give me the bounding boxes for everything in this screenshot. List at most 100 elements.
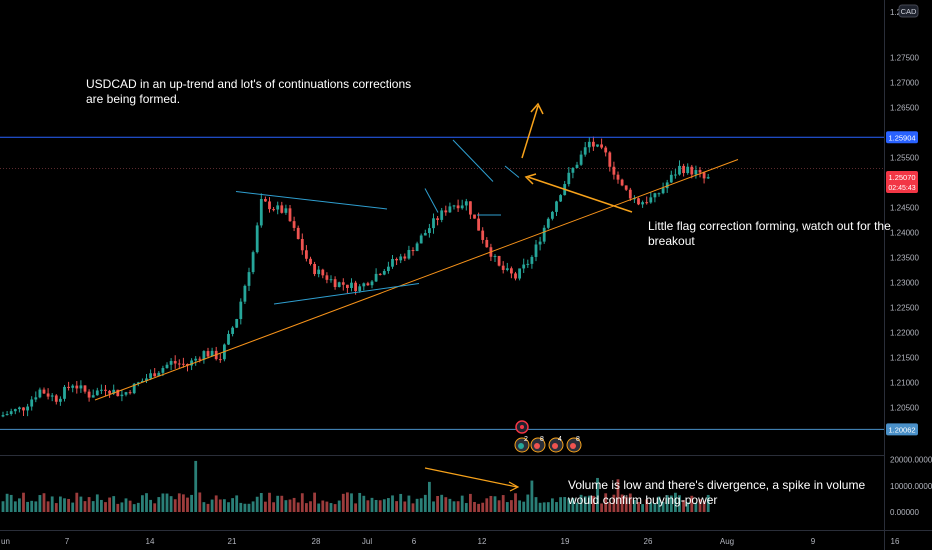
price-tick-8: 1.22500 [890, 304, 919, 313]
candle-body [419, 235, 423, 244]
candle-body [436, 218, 439, 220]
candle-body [50, 395, 54, 397]
volume-bar [145, 493, 148, 512]
volume-tick-1: 10000.00000 [890, 482, 932, 491]
volume-bar [354, 503, 357, 512]
price-tick-6: 1.23500 [890, 254, 919, 263]
candle-body [587, 141, 591, 148]
volume-bar [333, 504, 337, 512]
volume-bar [391, 495, 394, 512]
candle-body [440, 210, 444, 220]
candle-body [34, 397, 38, 400]
volume-bar [698, 499, 702, 512]
volume-bar [686, 502, 690, 512]
volume-bar [448, 498, 452, 512]
candle-body [497, 255, 501, 266]
volume-bar [18, 498, 21, 512]
candle-body [674, 174, 677, 176]
volume-bar [522, 501, 526, 512]
volume-bar [637, 502, 640, 512]
candle-body [79, 385, 83, 389]
volume-bar [485, 498, 489, 512]
price-tick-10: 1.21500 [890, 354, 919, 363]
volume-bar [612, 494, 616, 512]
volume-bar [505, 502, 509, 512]
candle-body [309, 258, 312, 265]
price-tick-7: 1.23000 [890, 279, 919, 288]
candle-body [628, 189, 632, 199]
candle-body [596, 144, 599, 147]
volume-bar [272, 502, 275, 512]
candle-body [104, 389, 107, 391]
volume-bar [551, 498, 554, 512]
breakout-arrow [521, 105, 539, 159]
candle-body [686, 166, 690, 174]
volume-bar [350, 493, 353, 512]
candle-body [518, 268, 521, 279]
volume-bar [313, 492, 316, 512]
volume-bar [300, 493, 304, 512]
volume-bar [674, 492, 677, 512]
level-label-0: 1.25904 [888, 133, 915, 142]
volume-bar [497, 500, 501, 512]
candle-body [399, 256, 403, 261]
event-marker-top-dot [520, 425, 524, 429]
volume-bar [46, 501, 50, 512]
candle-body [18, 407, 21, 410]
volume-bar [546, 502, 550, 512]
candle-body [374, 273, 378, 282]
volume-bar [83, 501, 87, 512]
volume-bar [325, 501, 329, 512]
volume-bar [378, 500, 382, 512]
volume-bar [284, 500, 288, 512]
candle-body [296, 227, 300, 240]
volume-bar [259, 492, 263, 512]
candle-body [329, 279, 333, 281]
volume-bar [173, 499, 177, 512]
volume-bar [169, 496, 173, 512]
price-tick-5: 1.24000 [890, 229, 919, 238]
volume-bar [362, 495, 366, 512]
volume-bar [243, 503, 247, 512]
annotation-volume: Volume is low and there's divergence, a … [568, 478, 865, 508]
volume-bar [600, 503, 603, 512]
time-tick-0: un [1, 537, 10, 546]
candle-body [526, 263, 530, 265]
candle-body [378, 273, 382, 275]
time-tick-2: 14 [146, 537, 155, 546]
candle-body [333, 279, 337, 287]
candle-body [395, 258, 398, 261]
candle-body [186, 363, 189, 366]
volume-bar [669, 495, 673, 512]
pattern-line-2 [424, 188, 439, 213]
candle-body [161, 368, 165, 373]
candle-body [501, 265, 505, 270]
volume-bar [370, 497, 374, 512]
candle-body [83, 385, 87, 392]
candle-body [100, 389, 103, 391]
volume-bar [227, 502, 230, 512]
volume-bar [264, 501, 267, 512]
volume-bar [399, 493, 403, 512]
candle-body [153, 373, 157, 377]
volume-bar [415, 498, 419, 512]
volume-bar [596, 477, 599, 512]
volume-bar [403, 501, 407, 512]
candle-body [325, 275, 329, 280]
candle-body [604, 147, 608, 153]
volume-bar [567, 498, 571, 512]
candle-body [706, 177, 710, 179]
volume-bar [30, 500, 34, 512]
volume-bar [13, 501, 17, 512]
level-label-bg-0 [886, 131, 918, 144]
candle-body [284, 208, 288, 213]
volume-bar [177, 493, 181, 512]
volume-bar [87, 497, 91, 512]
volume-bar [559, 497, 562, 512]
price-tick-11: 1.21000 [890, 379, 919, 388]
annotation-flag-line-1: Little flag correction forming, watch ou… [648, 219, 891, 233]
pattern-line-5 [504, 165, 520, 178]
volume-bar [530, 480, 534, 512]
volume-bar [251, 501, 255, 512]
